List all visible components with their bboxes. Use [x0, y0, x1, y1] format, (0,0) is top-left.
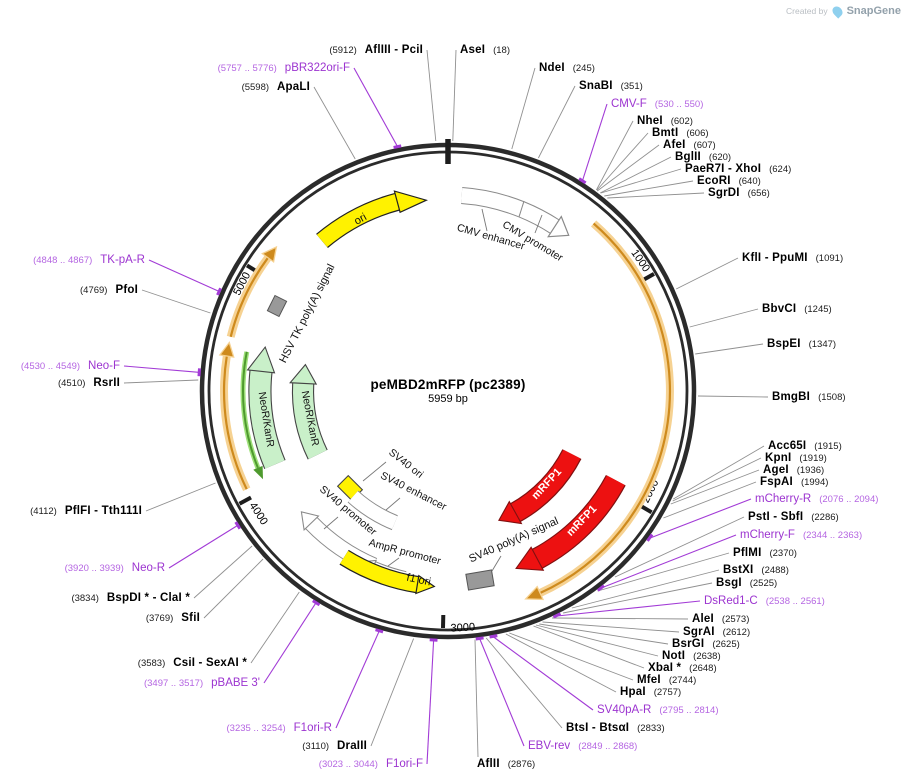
label-EcoRI: EcoRI (640): [697, 175, 761, 187]
label-BspDI-ClaI: (3834) BspDI * - ClaI *: [71, 592, 190, 604]
label-Neo-R: (3920 .. 3939) Neo-R: [64, 562, 165, 574]
f1-ori-label: f1 ori: [405, 572, 431, 589]
neor-kanr-arrow-inner: [289, 363, 328, 460]
sv40-enhancer-band: [347, 490, 399, 531]
label-SgrAI: SgrAI (2612): [683, 626, 751, 638]
label-PaeR7I-XhoI: PaeR7I - XhoI (624): [685, 163, 792, 175]
label-BmgBI: BmgBI (1508): [772, 391, 846, 403]
label-SV40pA-R: SV40pA-R (2795 .. 2814): [597, 704, 719, 716]
label-BmtI: BmtI (606): [652, 127, 709, 139]
label-BstXI: BstXI (2488): [723, 564, 789, 576]
primer-leader-lines: [123, 67, 752, 765]
cmv-enhancer-band: [460, 187, 525, 218]
label-BbvCI: BbvCI (1245): [762, 303, 832, 315]
hsv-tk-polya-label: HSV TK poly(A) signal: [277, 262, 337, 365]
label-DsRed1-C: DsRed1-C (2538 .. 2561): [704, 595, 825, 607]
label-DraIII: (3110) DraIII: [302, 740, 367, 752]
orf-arc-green: [240, 351, 263, 480]
label-XbaI: XbaI * (2648): [648, 662, 717, 674]
label-ApaLI: (5598) ApaLI: [241, 81, 310, 93]
label-SnaBI: SnaBI (351): [579, 80, 643, 92]
plasmid-name: peMBD2mRFP (pc2389): [370, 377, 526, 392]
tick-3000: 3000: [450, 621, 475, 634]
label-AseI: AseI (18): [460, 44, 510, 56]
ori-label: ori: [352, 211, 369, 227]
label-NheI: NheI (602): [637, 115, 693, 127]
sv40-polya-box: [465, 569, 495, 591]
label-AflIII-PciI: (5912) AflIII - PciI: [329, 44, 423, 56]
label-pBABE-3: (3497 .. 3517) pBABE 3': [143, 677, 260, 689]
label-SgrDI: SgrDI (656): [708, 187, 770, 199]
label-AleI: AleI (2573): [692, 613, 750, 625]
label-MfeI: MfeI (2744): [637, 674, 697, 686]
label-BglII: BglII (620): [675, 151, 732, 163]
label-RsrII: (4510) RsrII: [57, 377, 120, 389]
label-PstI-SbfI: PstI - SbfI (2286): [748, 511, 839, 523]
label-TK-pA-R: (4848 .. 4867) TK-pA-R: [33, 254, 145, 266]
neor-kanr-arrow-outer: [246, 345, 286, 470]
cmv-promoter-arrow: [518, 200, 570, 238]
label-EBV-rev: EBV-rev (2849 .. 2868): [528, 740, 638, 752]
label-FspAI: FspAI (1994): [760, 476, 829, 488]
orf-arc-left-lower: [218, 341, 251, 491]
label-Acc65I: Acc65I (1915): [768, 440, 842, 452]
enzyme-leader-lines: [123, 49, 769, 758]
label-SfiI: (3769) SfiI: [145, 612, 200, 624]
label-BsrGI: BsrGI (2625): [672, 638, 740, 650]
label-HpaI: HpaI (2757): [620, 686, 682, 698]
label-KpnI: KpnI (1919): [765, 452, 827, 464]
feature-label-connectors: [323, 208, 543, 572]
label-BsgI: BsgI (2525): [716, 577, 778, 589]
label-Neo-F: (4530 .. 4549) Neo-F: [20, 360, 120, 372]
plasmid-size: 5959 bp: [428, 393, 468, 405]
orf-arc-left-upper: [226, 245, 278, 338]
label-PfoI: (4769) PfoI: [80, 284, 138, 296]
ori-feature-arrow: [316, 190, 429, 249]
label-F1ori-F: (3023 .. 3044) F1ori-F: [318, 758, 423, 770]
label-AfeI: AfeI (607): [663, 139, 716, 151]
plasmid-title-block: peMBD2mRFP (pc2389) 5959 bp: [298, 377, 598, 405]
mrfp1-arrow-outer: [515, 474, 626, 571]
label-BtsI-BtsaI: BtsI - BtsαI (2833): [566, 722, 665, 734]
label-NdeI: NdeI (245): [539, 62, 595, 74]
label-CsiI-SexAI: (3583) CsiI - SexAI *: [137, 657, 247, 669]
hsv-tk-polya-box: [266, 294, 288, 318]
label-BspEI: BspEI (1347): [767, 338, 837, 350]
label-AgeI: AgeI (1936): [763, 464, 825, 476]
scale-ticks: [238, 139, 655, 629]
created-by-text: Created by: [786, 6, 828, 16]
label-PflFI-Tth111I: (4112) PflFI - Tth111I: [30, 505, 142, 517]
f1-ori-arrow: [339, 549, 436, 595]
orf-arc-right: [524, 220, 674, 601]
label-mCherry-R: mCherry-R (2076 .. 2094): [755, 493, 879, 505]
snapgene-logo-icon: [830, 3, 845, 19]
label-F1ori-R: (3235 .. 3254) F1ori-R: [226, 722, 333, 734]
label-mCherry-F: mCherry-F (2344 .. 2363): [740, 529, 863, 541]
snapgene-brand-text: SnapGene: [846, 5, 901, 17]
label-PflMI: PflMI (2370): [733, 547, 797, 559]
label-CMV-F: CMV-F (530 .. 550): [611, 98, 704, 110]
snapgene-watermark: Created by SnapGene: [786, 3, 901, 19]
label-KflI-PpuMI: KflI - PpuMI (1091): [742, 252, 844, 264]
primer-ring-ticks: [197, 144, 654, 642]
label-pBR322ori-F: (5757 .. 5776) pBR322ori-F: [217, 62, 350, 74]
label-AflII: AflII (2876): [477, 758, 536, 770]
mrfp1-arrow-inner: [498, 449, 582, 525]
label-NotI: NotI (2638): [662, 650, 721, 662]
